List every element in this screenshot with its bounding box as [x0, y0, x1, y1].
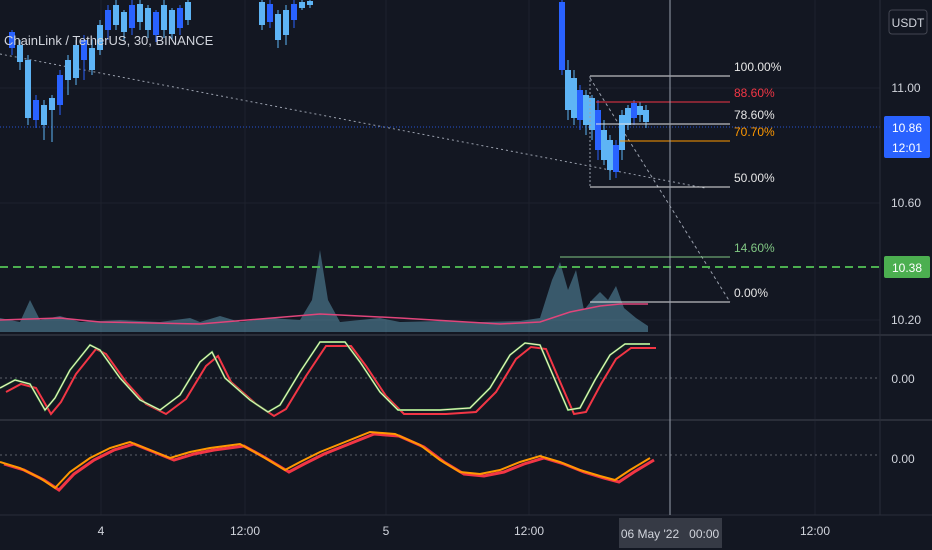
candle-body [577, 90, 583, 120]
candle-body [565, 70, 571, 110]
oscillator-axis-tick: 0.00 [891, 452, 915, 466]
time-tick: 12:00 [800, 524, 830, 538]
time-tick: 12:00 [514, 524, 544, 538]
oscillator-pane[interactable] [0, 430, 655, 492]
candle-body [73, 45, 79, 78]
currency-button[interactable] [888, 9, 928, 35]
current-price-value: 10.86 [892, 121, 922, 135]
fibonacci-retracement[interactable]: 100.00% 88.60% 78.60% 70.70% 50.00% 14.60% 0.0… [560, 60, 782, 303]
candle-body [113, 5, 119, 25]
candle-body [625, 108, 631, 125]
candle-body [121, 12, 127, 32]
candle-body [161, 5, 167, 30]
chart-title: ChainLink / TetherUS, 30, BINANCE [4, 33, 214, 48]
fib-level-label: 100.00% [734, 60, 782, 74]
candle-body [299, 2, 305, 8]
candle-body [601, 130, 607, 160]
green-level-value: 10.38 [892, 261, 922, 275]
stochastic-axis-tick: 0.00 [891, 372, 915, 386]
candle-body [291, 4, 297, 20]
candle-body [33, 100, 39, 120]
candle-body [105, 10, 111, 30]
volume-area [0, 250, 648, 332]
time-axis[interactable]: 4 12:00 5 12:00 06 May '22 00:00 12:00 [98, 518, 831, 548]
candle-body [307, 1, 313, 5]
candle-body [259, 2, 265, 25]
candle-body [49, 98, 55, 110]
candle-body [81, 40, 87, 60]
main-price-pane[interactable]: 100.00% 88.60% 78.60% 70.70% 50.00% 14.60% 0.0… [0, 0, 880, 332]
current-price-badge [884, 116, 930, 158]
candle-body [185, 2, 191, 20]
candle-body [631, 103, 637, 118]
time-tick: 4 [98, 524, 105, 538]
time-tick: 12:00 [230, 524, 260, 538]
candle-body [559, 2, 565, 70]
candle-body [25, 60, 31, 118]
candle-body [89, 48, 95, 70]
oscillator-orange-line [0, 430, 651, 490]
candle-body [275, 14, 281, 40]
candle-body [267, 4, 273, 22]
volume-moving-average [0, 303, 648, 325]
candle-body [17, 45, 23, 62]
candle-body [607, 140, 613, 170]
candle-body [129, 5, 135, 28]
candle-body [9, 32, 15, 48]
candle-body [637, 106, 643, 115]
fib-level-label: 70.70% [734, 125, 775, 139]
time-tick: 5 [383, 524, 390, 538]
fib-level-label: 14.60% [734, 241, 775, 255]
fib-level-label: 88.60% [734, 86, 775, 100]
price-axis[interactable]: USDT 11.00 10.60 10.20 10.86 12:01 10.38… [884, 9, 930, 466]
candle-body [643, 110, 649, 122]
price-tick: 11.00 [891, 81, 920, 95]
candle-body [177, 8, 183, 28]
candle-body [169, 10, 175, 34]
candle-body [613, 145, 619, 172]
stochastic-signal-line [0, 341, 650, 413]
fib-level-label: 0.00% [734, 286, 768, 300]
green-level-badge [884, 256, 930, 278]
currency-button-label: USDT [892, 16, 925, 30]
candle-body [153, 12, 159, 35]
crosshair-time-label: 06 May '22 00:00 [621, 527, 720, 541]
candle-body [619, 115, 625, 150]
candle-countdown: 12:01 [892, 141, 922, 155]
fib-level-label: 50.00% [734, 171, 775, 185]
candle-body [41, 105, 47, 125]
candle-body [65, 60, 71, 80]
candle-body [57, 75, 63, 105]
candle-body [97, 25, 103, 50]
candle-body [583, 95, 589, 125]
fib-level-label: 78.60% [734, 108, 775, 122]
candle-body [283, 10, 289, 35]
candle-body [137, 4, 143, 22]
grid-lines [0, 0, 880, 515]
candle-body [589, 98, 595, 130]
volume-fill [0, 250, 648, 332]
stochastic-pane[interactable] [0, 341, 656, 418]
price-tick: 10.60 [891, 196, 921, 210]
price-tick: 10.20 [891, 313, 921, 327]
projection-line [589, 77, 731, 303]
candles [9, 0, 649, 180]
candle-body [145, 8, 151, 30]
crosshair-time-badge [619, 518, 722, 548]
candle-body [571, 78, 577, 118]
candle-body [595, 110, 601, 150]
